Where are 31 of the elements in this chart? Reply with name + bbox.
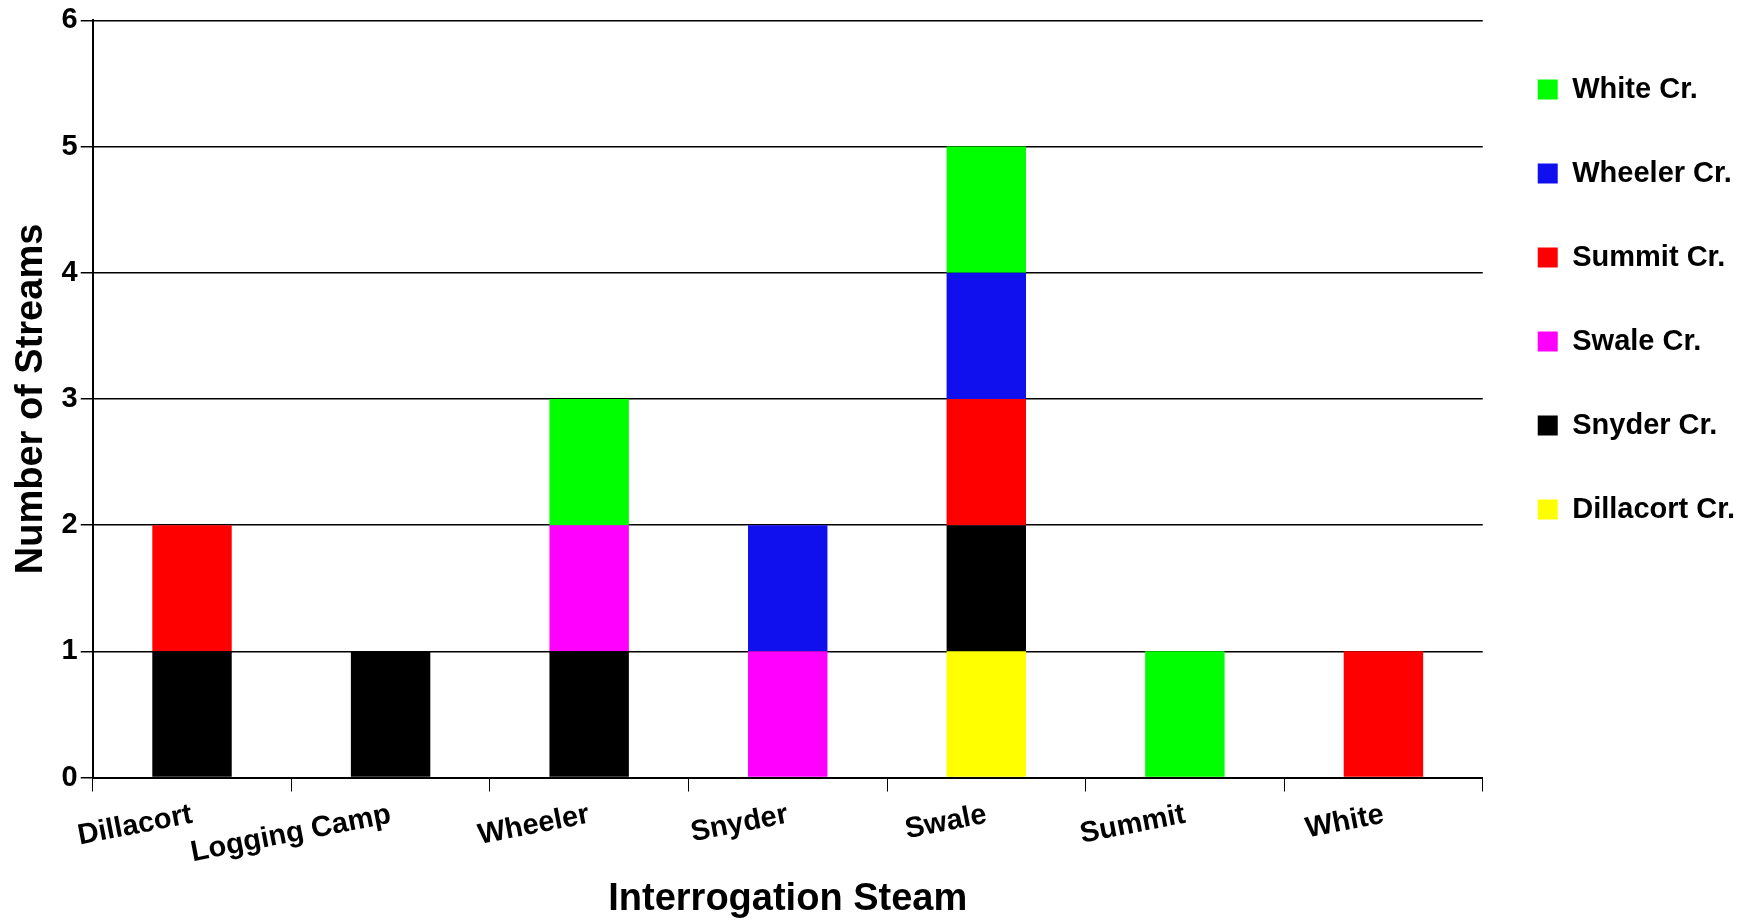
y-tick-label: 2 [61, 507, 78, 540]
x-tick-label: Wheeler [474, 796, 592, 850]
bar [152, 525, 232, 652]
legend-label: White Cr. [1572, 71, 1698, 104]
bar [946, 651, 1027, 777]
bar [1145, 651, 1225, 777]
x-tick-label: White [1302, 796, 1387, 844]
x-tick-label: Summit [1077, 796, 1188, 849]
y-tick-label: 4 [61, 254, 78, 287]
legend-label: Swale Cr. [1572, 323, 1702, 356]
y-tick-label: 3 [61, 380, 78, 413]
y-axis-title: Number of Streams [8, 223, 51, 575]
y-tick-label: 1 [61, 633, 78, 666]
bar [946, 146, 1027, 273]
legend-label: Dillacort Cr. [1572, 491, 1736, 524]
bar [748, 651, 828, 777]
x-tick-label: Swale [902, 796, 989, 845]
bar [946, 398, 1027, 526]
legend-label: Wheeler Cr. [1572, 155, 1732, 188]
legend-label: Snyder Cr. [1572, 407, 1718, 440]
y-tick-label: 5 [61, 128, 78, 161]
bar [1343, 651, 1424, 777]
y-tick-label: 6 [61, 2, 78, 35]
x-axis-title: Interrogation Steam [608, 875, 968, 918]
bar [946, 272, 1027, 399]
legend-label: Summit Cr. [1572, 239, 1726, 272]
x-tick-label: Snyder [687, 796, 791, 848]
bar [549, 398, 629, 526]
bar [748, 525, 828, 652]
bar [549, 525, 629, 652]
y-tick-label: 0 [61, 759, 78, 792]
